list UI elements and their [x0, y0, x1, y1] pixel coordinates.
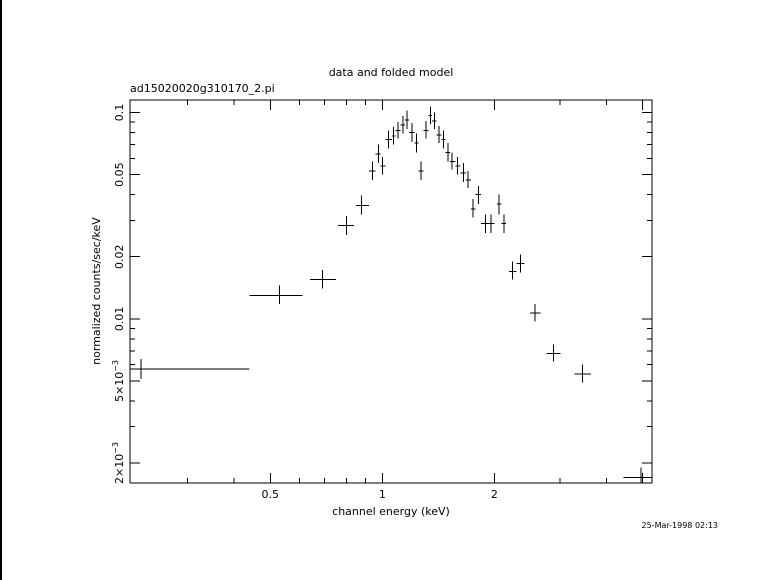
x-axis-label: channel energy (keV) [332, 505, 450, 518]
x-tick-label: 0.5 [262, 488, 280, 501]
data-point [391, 127, 396, 145]
data-point [130, 358, 250, 380]
data-point [496, 194, 502, 215]
data-point [409, 122, 415, 142]
data-point [404, 110, 410, 130]
data-point [375, 144, 381, 163]
chart-title: data and folded model [329, 66, 454, 79]
y-tick-label: 0.1 [113, 104, 126, 122]
data-point [432, 112, 437, 130]
data-point [395, 121, 401, 139]
window-left-border [0, 0, 2, 580]
data-point [450, 152, 456, 170]
data-point [423, 120, 429, 139]
data-point [418, 161, 424, 181]
data-point [337, 216, 355, 235]
data-point [509, 261, 517, 280]
data-point [445, 143, 451, 162]
y-tick-label: 0.02 [113, 244, 126, 269]
data-point [249, 285, 303, 304]
data-point [475, 186, 481, 205]
data-point [436, 126, 442, 144]
data-point [546, 344, 561, 362]
y-tick-label: 5×10−3 [111, 360, 126, 402]
y-tick-label: 0.05 [113, 162, 126, 187]
data-point [414, 133, 419, 153]
data-point [574, 364, 591, 383]
tick-marks [130, 100, 652, 483]
data-points [130, 106, 652, 483]
x-tick-label: 2 [491, 488, 498, 501]
data-point [501, 214, 507, 234]
data-point [380, 156, 386, 175]
data-point [455, 156, 461, 175]
y-tick-labels: 0.1 0.05 0.02 0.01 5×10−3 2×10−3 [111, 104, 126, 484]
chart-subtitle: ad15020020g310170_2.pi [130, 82, 275, 95]
data-point [368, 161, 376, 181]
data-point [470, 199, 476, 218]
data-point [487, 214, 495, 234]
data-point [623, 467, 652, 483]
x-tick-labels: 0.5 1 2 [262, 488, 498, 501]
data-point [460, 162, 467, 183]
y-tick-label: 0.01 [113, 307, 126, 332]
data-point [356, 195, 369, 215]
data-point [428, 106, 433, 124]
data-point [310, 270, 336, 289]
x-tick-label: 1 [379, 488, 386, 501]
data-point [516, 254, 525, 273]
timestamp: 25-Mar-1998 02:13 [642, 521, 719, 530]
y-tick-label: 2×10−3 [111, 442, 126, 484]
plot-frame [129, 99, 653, 484]
data-point [466, 171, 471, 189]
data-point [441, 130, 446, 149]
data-point [385, 130, 392, 149]
data-point [529, 303, 541, 322]
data-point [400, 116, 405, 134]
y-axis-label: normalized counts/sec/keV [90, 217, 103, 365]
